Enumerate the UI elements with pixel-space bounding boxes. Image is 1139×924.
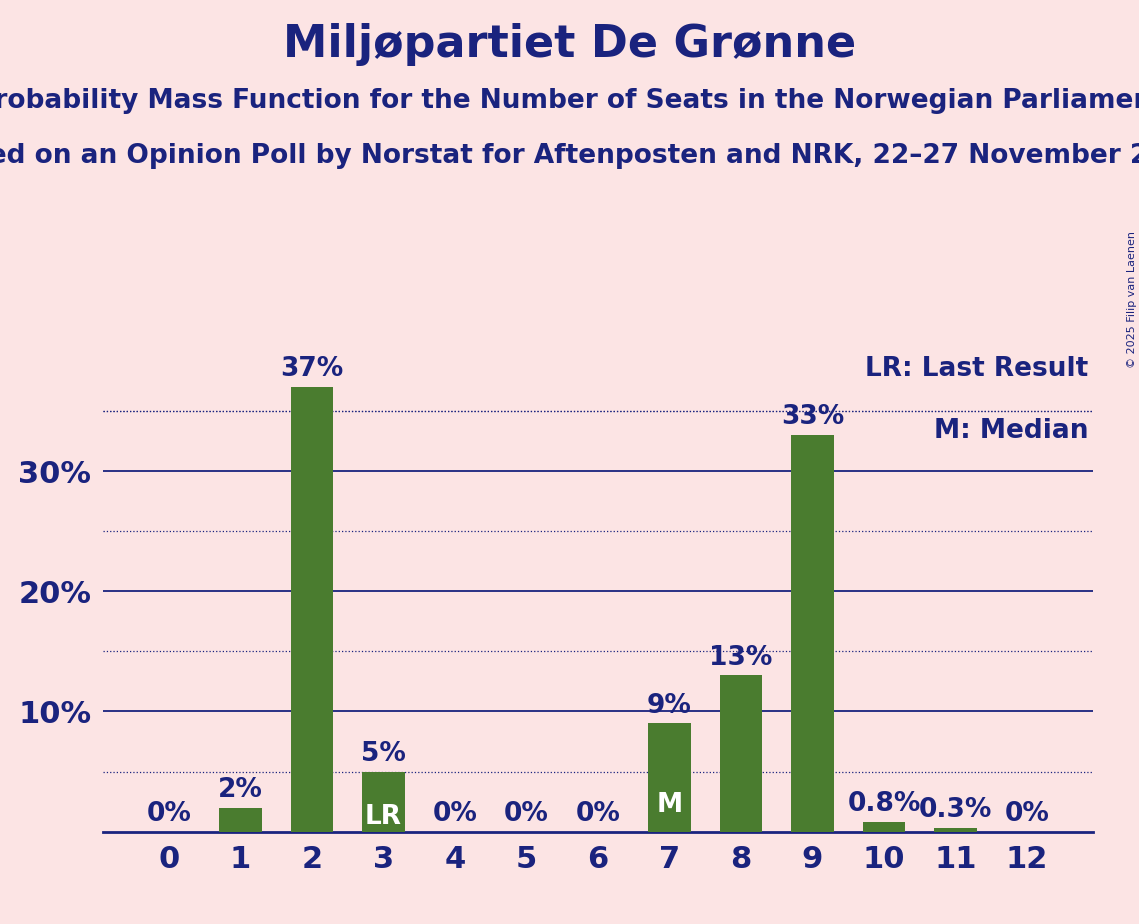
Bar [290, 387, 334, 832]
Text: 0%: 0% [433, 801, 477, 827]
Bar [790, 435, 834, 832]
Text: 9%: 9% [647, 693, 691, 719]
Text: Probability Mass Function for the Number of Seats in the Norwegian Parliament: Probability Mass Function for the Number… [0, 88, 1139, 114]
Text: Miljøpartiet De Grønne: Miljøpartiet De Grønne [282, 23, 857, 67]
Text: 33%: 33% [781, 405, 844, 431]
Text: © 2025 Filip van Laenen: © 2025 Filip van Laenen [1126, 231, 1137, 368]
Text: 37%: 37% [280, 357, 344, 383]
Bar [219, 808, 262, 832]
Bar [362, 772, 405, 832]
Text: Based on an Opinion Poll by Norstat for Aftenposten and NRK, 22–27 November 2022: Based on an Opinion Poll by Norstat for … [0, 143, 1139, 169]
Text: 0%: 0% [1005, 801, 1049, 827]
Bar [862, 822, 906, 832]
Text: M: Median: M: Median [934, 419, 1089, 444]
Bar [720, 675, 762, 832]
Bar [934, 828, 977, 832]
Text: 2%: 2% [218, 777, 263, 803]
Text: M: M [656, 792, 682, 818]
Text: 13%: 13% [710, 645, 772, 671]
Text: 0%: 0% [575, 801, 621, 827]
Bar [648, 723, 691, 832]
Text: 0.3%: 0.3% [919, 797, 992, 823]
Text: 5%: 5% [361, 741, 405, 767]
Text: 0%: 0% [505, 801, 549, 827]
Text: LR: LR [364, 804, 402, 830]
Text: 0%: 0% [147, 801, 191, 827]
Text: 0.8%: 0.8% [847, 791, 920, 817]
Text: LR: Last Result: LR: Last Result [866, 356, 1089, 382]
